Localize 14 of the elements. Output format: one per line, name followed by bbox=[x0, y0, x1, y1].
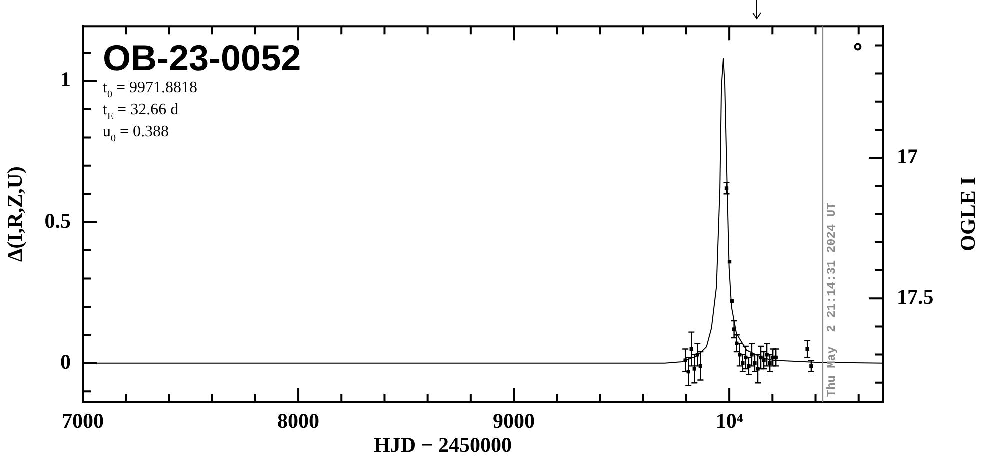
y-tick-label: 0 bbox=[60, 350, 71, 374]
x-tick-label: 9000 bbox=[493, 409, 536, 434]
annotation: Thu May 2 21:14:31 2024 UT bbox=[824, 202, 839, 398]
x-tick-label: 10⁴ bbox=[716, 409, 744, 434]
y2-tick-label: 17 bbox=[897, 144, 918, 169]
x-tick-label: 8000 bbox=[278, 409, 320, 434]
y-tick-label: 1 bbox=[60, 68, 71, 92]
x-tick-label: 7000 bbox=[62, 409, 104, 434]
chart-title: OB-23-0052 bbox=[103, 38, 302, 79]
y2-axis-title: OGLE I bbox=[956, 177, 980, 252]
x-axis-title: HJD − 2450000 bbox=[374, 433, 512, 457]
y-axis-title: Δ(I,R,Z,U) bbox=[3, 166, 27, 262]
y2-tick-label: 17.5 bbox=[897, 285, 934, 310]
y-tick-label: 0.5 bbox=[44, 208, 71, 233]
